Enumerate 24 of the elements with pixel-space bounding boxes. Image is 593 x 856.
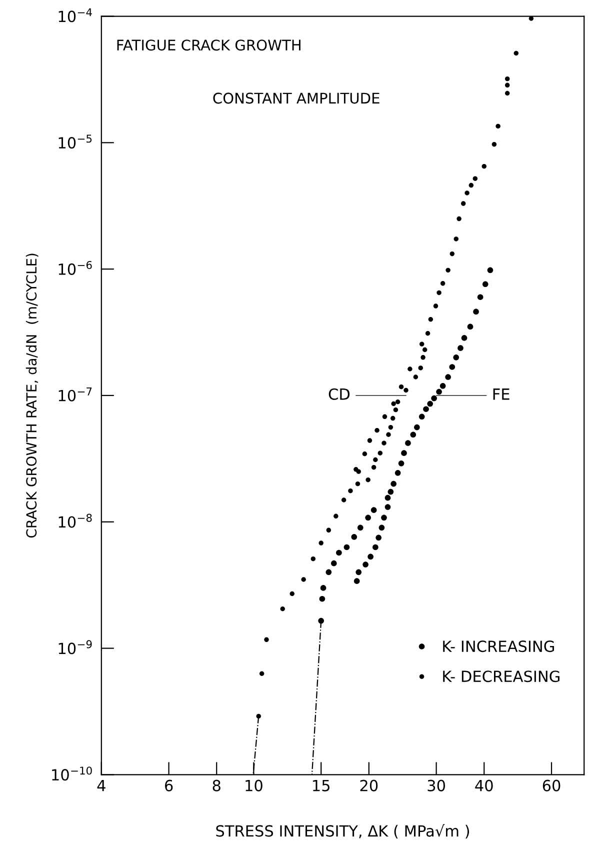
annotation: FATIGUE CRACK GROWTH xyxy=(117,40,300,51)
x-tick-label: 30 xyxy=(428,780,446,792)
y-tick-label: 10$^{−4}$ xyxy=(58,8,92,22)
y-tick-label: 10$^{−9}$ xyxy=(58,640,92,654)
x-axis-title: STRESS INTENSITY, ΔK ( MPa√m ) xyxy=(216,824,470,839)
y-tick-label: 10$^{−7}$ xyxy=(58,388,92,402)
legend-label: K- INCREASING xyxy=(443,640,554,652)
x-tick-label: 4 xyxy=(97,780,106,792)
y-tick-label: 10$^{−8}$ xyxy=(58,514,92,528)
x-tick-label: 15 xyxy=(313,780,330,792)
y-tick-label: 10$^{−10}$ xyxy=(52,766,92,781)
annotation: CONSTANT AMPLITUDE xyxy=(213,92,380,104)
annotation: CD xyxy=(328,388,350,400)
x-tick-label: 40 xyxy=(475,780,493,792)
legend-label: K- DECREASING xyxy=(443,670,560,682)
x-tick-label: 20 xyxy=(360,780,378,792)
x-tick-label: 10 xyxy=(246,780,262,792)
x-tick-label: 6 xyxy=(165,780,173,792)
x-tick-label: 60 xyxy=(542,780,560,792)
y-tick-label: 10$^{−6}$ xyxy=(58,260,92,275)
x-tick-label: 8 xyxy=(212,780,220,792)
annotation: FE xyxy=(493,388,510,400)
y-axis-title: CRACK GROWTH RATE, da/dN (m/CYCLE) xyxy=(26,254,38,538)
y-tick-label: 10$^{−5}$ xyxy=(58,134,92,149)
